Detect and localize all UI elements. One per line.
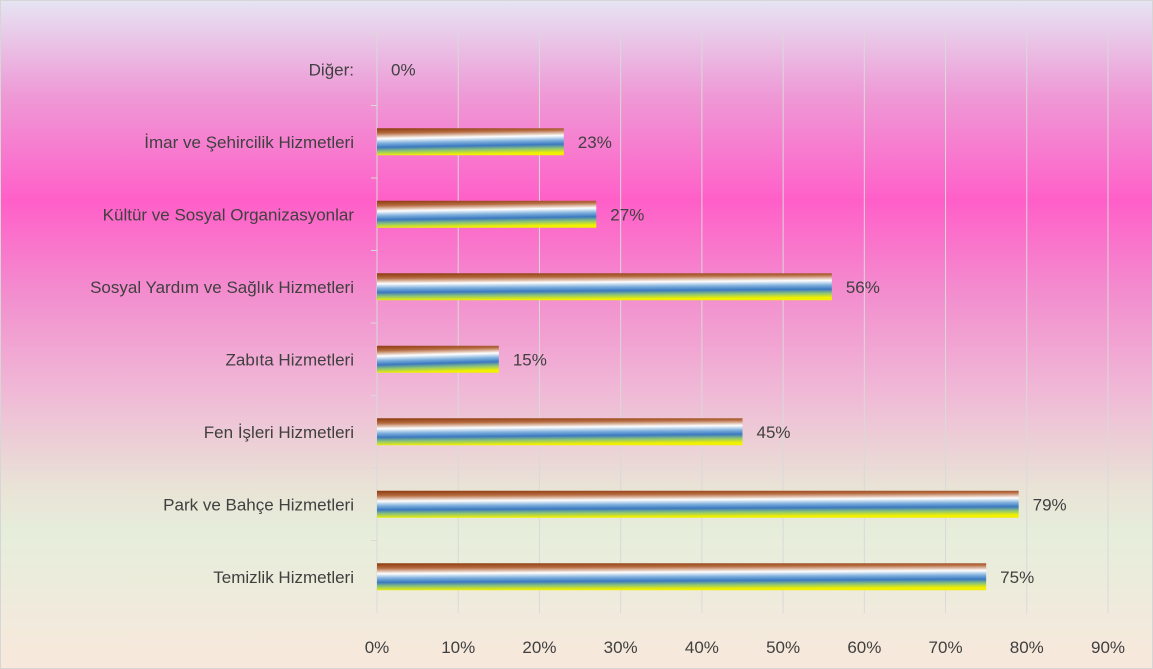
bars bbox=[377, 128, 1019, 591]
bar bbox=[377, 563, 987, 591]
bar bbox=[377, 418, 743, 446]
x-tick-label: 0% bbox=[365, 638, 390, 657]
bar bbox=[377, 490, 1019, 518]
data-label: 75% bbox=[1000, 568, 1034, 587]
data-label: 23% bbox=[578, 133, 612, 152]
category-label: İmar ve Şehircilik Hizmetleri bbox=[144, 133, 354, 152]
bar bbox=[377, 200, 597, 228]
x-tick-label: 30% bbox=[604, 638, 638, 657]
x-tick-label: 20% bbox=[522, 638, 556, 657]
x-tick-label: 90% bbox=[1091, 638, 1125, 657]
category-label: Park ve Bahçe Hizmetleri bbox=[163, 495, 354, 514]
data-label: 56% bbox=[846, 278, 880, 297]
category-label: Kültür ve Sosyal Organizasyonlar bbox=[103, 205, 355, 224]
data-label: 79% bbox=[1033, 495, 1067, 514]
category-label: Zabıta Hizmetleri bbox=[226, 350, 354, 369]
x-tick-label: 40% bbox=[685, 638, 719, 657]
y-axis bbox=[371, 32, 378, 613]
gridlines bbox=[457, 33, 1109, 613]
x-tick-label: 10% bbox=[441, 638, 475, 657]
category-label: Temizlik Hizmetleri bbox=[213, 568, 354, 587]
category-label: Sosyal Yardım ve Sağlık Hizmetleri bbox=[90, 278, 354, 297]
data-label: 27% bbox=[610, 205, 644, 224]
data-label: 15% bbox=[513, 350, 547, 369]
bar bbox=[377, 345, 499, 373]
bar bbox=[377, 128, 564, 156]
x-tick-label: 60% bbox=[847, 638, 881, 657]
x-tick-label: 70% bbox=[929, 638, 963, 657]
data-label: 45% bbox=[757, 423, 791, 442]
x-axis-ticks: 0% 10% 20% 30% 40% 50% 60% 70% 80% 90% bbox=[365, 638, 1125, 657]
x-tick-label: 50% bbox=[766, 638, 800, 657]
data-label: 0% bbox=[391, 60, 416, 79]
bar bbox=[377, 273, 832, 301]
category-label: Diğer: bbox=[309, 60, 354, 79]
category-label: Fen İşleri Hizmetleri bbox=[204, 423, 354, 442]
labels: Temizlik Hizmetleri 75% Park ve Bahçe Hizm… bbox=[90, 60, 1067, 587]
x-tick-label: 80% bbox=[1010, 638, 1044, 657]
